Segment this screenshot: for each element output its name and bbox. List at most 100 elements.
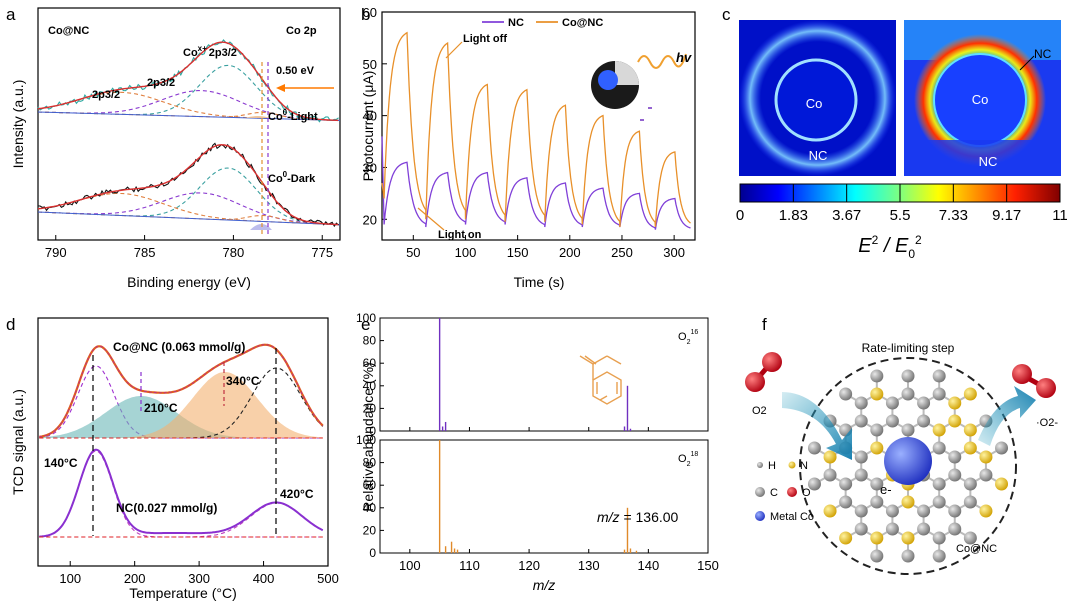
colorbar-tick-label-6: 11 xyxy=(1052,207,1068,224)
e-xtick-label-4: 140 xyxy=(638,558,660,573)
f-legend-h-dot xyxy=(757,462,763,468)
f-carbon-atom xyxy=(885,522,899,536)
b-xtick-label-4: 250 xyxy=(611,245,633,260)
e0-ytick-label-0: 0 xyxy=(369,424,376,438)
f-carbon-atom xyxy=(854,450,868,464)
f-nitrogen-atom xyxy=(963,423,977,437)
f-carbon-atom xyxy=(807,477,821,491)
e0-ytick-label-1: 20 xyxy=(363,401,377,415)
panel-label-b: b xyxy=(361,5,370,24)
f-nitrogen-atom xyxy=(979,450,993,464)
d-xtick-label-4: 500 xyxy=(317,571,339,586)
panel-c: c Co NC Co NC NC 0 1.83 3.67 5.5 7.33 9.17 11 … xyxy=(722,5,1068,261)
f-carbon-atom xyxy=(917,396,931,410)
f-superoxide-atom1 xyxy=(1012,364,1032,384)
b-ylabel: Photocurrent (μA) xyxy=(360,71,376,182)
f-o2-atom1 xyxy=(745,372,765,392)
panel-label-d: d xyxy=(6,315,15,334)
b-series-conc xyxy=(381,31,691,228)
methyl-benzoate-structure xyxy=(579,355,622,405)
colorbar-tick-label-5: 9.17 xyxy=(992,207,1021,224)
f-carbon-atom xyxy=(948,522,962,536)
f-superoxide-label: ·O2- xyxy=(1036,417,1058,429)
a-title-left: Co@NC xyxy=(48,25,89,37)
e-ylabel: Relative abundance (%) xyxy=(360,362,376,511)
e-xtick-label-1: 110 xyxy=(459,558,480,573)
f-legend-h: H xyxy=(768,460,776,472)
f-carbon-atom xyxy=(963,495,977,509)
plot-frame-b xyxy=(381,11,696,241)
b-xtick-label-5: 300 xyxy=(663,245,685,260)
f-nitrogen-atom xyxy=(948,414,962,428)
f-carbon-atom xyxy=(948,468,962,482)
field-map-right-bottom xyxy=(904,140,1061,176)
inset-light-wave xyxy=(637,53,687,69)
e-xtick-label-0: 100 xyxy=(399,558,421,573)
f-carbon-atom xyxy=(885,504,899,518)
panel-label-c: c xyxy=(722,5,731,24)
f-carbon-atom xyxy=(823,468,837,482)
f-superoxide-atom2 xyxy=(1036,378,1056,398)
f-nitrogen-atom xyxy=(932,423,946,437)
b-xtick-label-1: 100 xyxy=(455,245,477,260)
f-carbon-atom xyxy=(901,369,915,383)
f-o2-label: O2 xyxy=(752,405,767,417)
inset-sphere-core xyxy=(598,70,618,90)
field-right-nc: NC xyxy=(979,154,998,169)
f-carbon-atom xyxy=(901,387,915,401)
f-nitrogen-atom xyxy=(823,504,837,518)
a-fit-light xyxy=(37,41,339,122)
e1-ytick-label-0: 0 xyxy=(369,546,376,560)
f-legend-metal: Metal Co xyxy=(770,511,814,523)
f-carbon-atom xyxy=(917,414,931,428)
b-ytick-label-3: 50 xyxy=(363,57,377,72)
f-carbon-atom xyxy=(932,477,946,491)
f-title: Rate-limiting step xyxy=(862,341,955,355)
a-xtick-label-3: 775 xyxy=(311,245,333,260)
a-xtick-label-0: 790 xyxy=(45,245,67,260)
f-nitrogen-atom xyxy=(995,477,1009,491)
field-left-nc: NC xyxy=(809,148,828,163)
d-xtick-label-2: 300 xyxy=(188,571,210,586)
f-nitrogen-atom xyxy=(963,387,977,401)
field-right-pointer-line xyxy=(1019,55,1035,71)
f-legend-co-dot xyxy=(755,511,765,521)
e0-ytick-label-4: 80 xyxy=(363,334,377,348)
inset-sphere-cut xyxy=(615,61,639,85)
f-carbon-atom xyxy=(932,495,946,509)
f-carbon-atom xyxy=(932,549,946,563)
b-ytick-label-0: 20 xyxy=(363,212,377,227)
d-ann-conc: Co@NC (0.063 mmol/g) xyxy=(113,340,245,354)
f-carbon-atom xyxy=(839,387,853,401)
d-xtick-label-3: 400 xyxy=(253,571,275,586)
f-carbon-atom xyxy=(839,495,853,509)
d-ann-340: 340°C xyxy=(226,374,260,388)
f-carbon-atom xyxy=(854,468,868,482)
f-carbon-atom xyxy=(854,414,868,428)
a-baseline-dark xyxy=(37,211,341,226)
field-right-co: Co xyxy=(972,92,989,107)
b-arrow-off xyxy=(445,41,463,59)
f-carbon-atom xyxy=(901,423,915,437)
colorbar-tick-label-4: 7.33 xyxy=(939,207,968,224)
f-nitrogen-atom xyxy=(979,504,993,518)
e1-ytick-label-1: 20 xyxy=(363,523,377,537)
inset-hv: hv xyxy=(676,50,692,65)
colorbar-label: E2 / E02 xyxy=(858,233,922,261)
f-nitrogen-atom xyxy=(901,531,915,545)
e0-ytick-label-3: 60 xyxy=(363,356,377,370)
f-carbon-atom xyxy=(901,549,915,563)
f-carbon-atom xyxy=(932,441,946,455)
e1-ytick-label-5: 100 xyxy=(356,433,376,447)
e-xtick-label-5: 150 xyxy=(697,558,719,573)
f-carbon-atom xyxy=(854,396,868,410)
a-baseline-light xyxy=(37,111,341,121)
d-xlabel: Temperature (°C) xyxy=(129,585,237,601)
colorbar-tick-label-0: 0 xyxy=(736,207,744,224)
f-arrow-in xyxy=(782,392,852,460)
b-arrow-on xyxy=(417,207,445,231)
f-carbon-atom xyxy=(995,441,1009,455)
f-carbon-atom xyxy=(932,531,946,545)
f-carbon-atom xyxy=(807,441,821,455)
a-xlabel: Binding energy (eV) xyxy=(127,274,251,290)
